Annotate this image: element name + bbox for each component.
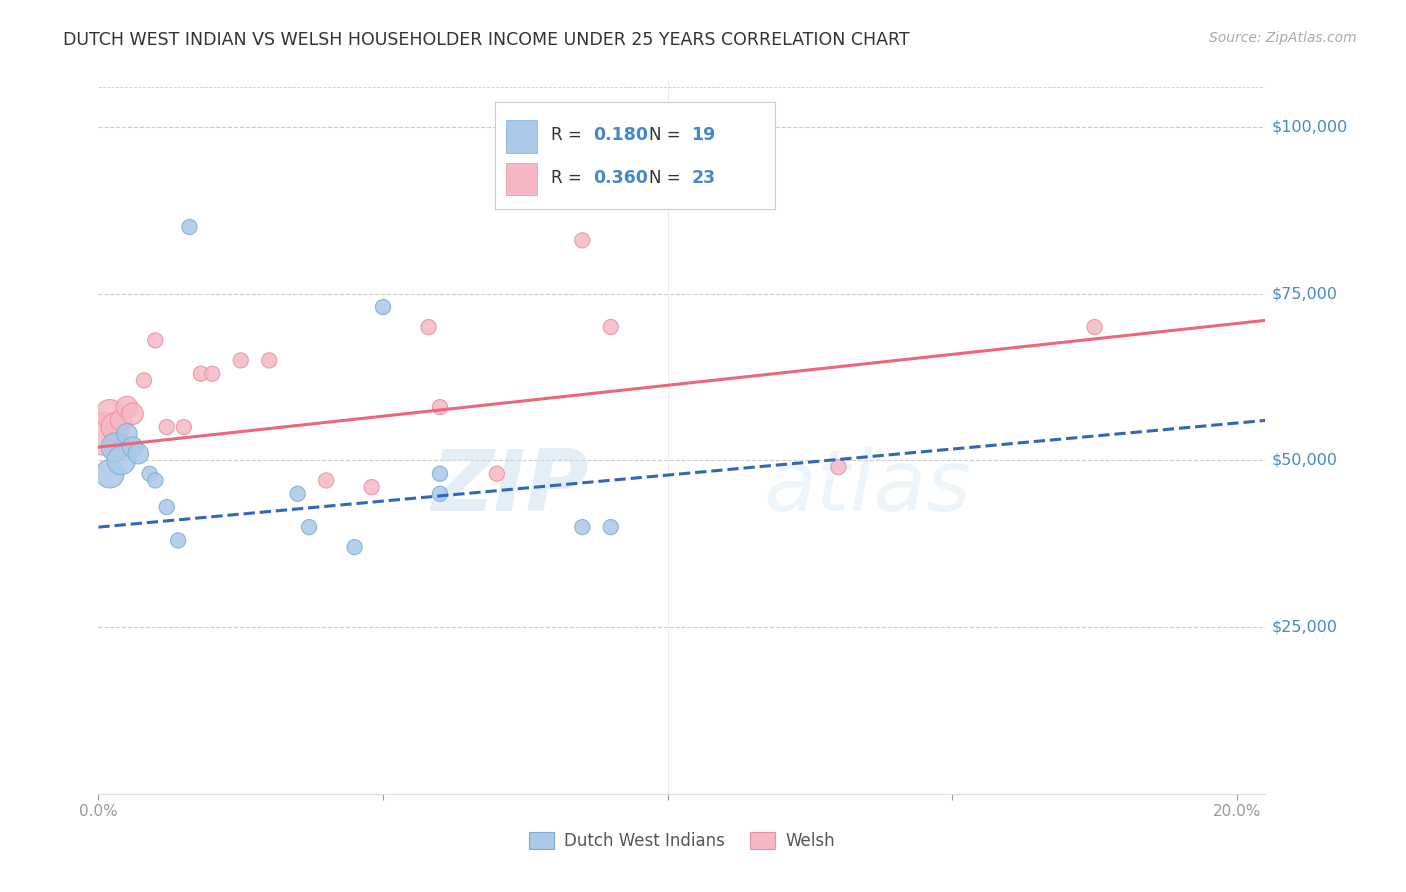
Point bbox=[121, 440, 143, 454]
Point bbox=[143, 474, 166, 488]
Text: DUTCH WEST INDIAN VS WELSH HOUSEHOLDER INCOME UNDER 25 YEARS CORRELATION CHART: DUTCH WEST INDIAN VS WELSH HOUSEHOLDER I… bbox=[63, 31, 910, 49]
Point bbox=[298, 520, 321, 534]
Point bbox=[138, 467, 160, 481]
Text: $100,000: $100,000 bbox=[1271, 120, 1347, 135]
Point bbox=[287, 487, 309, 501]
Point bbox=[485, 467, 508, 481]
Point bbox=[599, 520, 621, 534]
Point bbox=[98, 407, 121, 421]
Point bbox=[371, 300, 394, 314]
Point bbox=[229, 353, 252, 368]
Point bbox=[156, 500, 179, 515]
Text: $25,000: $25,000 bbox=[1271, 620, 1337, 634]
Point bbox=[93, 426, 115, 441]
Point bbox=[121, 407, 143, 421]
Point bbox=[360, 480, 382, 494]
Point bbox=[571, 233, 593, 247]
Point bbox=[127, 447, 149, 461]
Point bbox=[132, 373, 155, 387]
Point bbox=[599, 320, 621, 334]
Point bbox=[115, 426, 138, 441]
Text: $50,000: $50,000 bbox=[1271, 453, 1337, 468]
Point bbox=[827, 460, 849, 475]
Point bbox=[110, 413, 132, 427]
Point bbox=[418, 320, 440, 334]
Point bbox=[1084, 320, 1107, 334]
Text: ZIP: ZIP bbox=[430, 445, 589, 529]
Point bbox=[343, 540, 366, 554]
Point bbox=[173, 420, 195, 434]
Point bbox=[429, 467, 451, 481]
Legend: Dutch West Indians, Welsh: Dutch West Indians, Welsh bbox=[523, 825, 841, 857]
Point bbox=[156, 420, 179, 434]
Point bbox=[104, 440, 127, 454]
Point bbox=[115, 400, 138, 414]
Point bbox=[571, 520, 593, 534]
Text: $75,000: $75,000 bbox=[1271, 286, 1337, 301]
Point bbox=[429, 487, 451, 501]
Point bbox=[315, 474, 337, 488]
Point bbox=[429, 400, 451, 414]
Point bbox=[143, 334, 166, 348]
Point bbox=[110, 453, 132, 467]
Point bbox=[98, 467, 121, 481]
Text: Source: ZipAtlas.com: Source: ZipAtlas.com bbox=[1209, 31, 1357, 45]
Point bbox=[190, 367, 212, 381]
Point bbox=[179, 219, 201, 234]
Point bbox=[167, 533, 190, 548]
Point bbox=[201, 367, 224, 381]
Point bbox=[104, 420, 127, 434]
Point bbox=[257, 353, 280, 368]
Text: atlas: atlas bbox=[763, 445, 972, 529]
